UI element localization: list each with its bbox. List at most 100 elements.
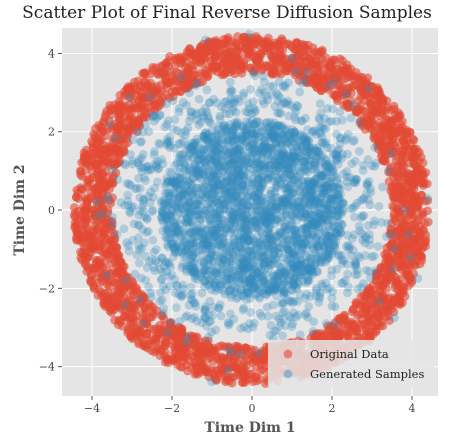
point-original <box>333 64 342 74</box>
point-original <box>338 313 348 323</box>
point-original <box>262 46 271 55</box>
point-generated <box>163 328 173 337</box>
point-generated <box>302 68 312 78</box>
point-original <box>417 255 427 265</box>
point-generated <box>341 89 351 99</box>
point-generated <box>268 300 278 310</box>
point-generated <box>365 200 375 210</box>
point-generated <box>225 77 235 87</box>
point-original <box>114 315 124 325</box>
point-generated <box>169 252 178 261</box>
point-generated <box>400 205 410 215</box>
point-original <box>232 45 242 55</box>
point-original <box>73 226 83 236</box>
point-generated <box>406 252 415 262</box>
point-generated <box>206 118 216 128</box>
point-generated <box>358 211 367 221</box>
chart-title: Scatter Plot of Final Reverse Diffusion … <box>22 3 432 23</box>
point-generated <box>363 221 373 230</box>
point-original <box>180 353 190 363</box>
point-original <box>237 366 247 376</box>
point-generated <box>330 302 340 312</box>
point-generated <box>342 259 352 269</box>
point-original <box>133 76 143 86</box>
point-original <box>76 237 86 247</box>
point-original <box>412 217 422 226</box>
point-generated <box>111 133 120 143</box>
point-generated <box>120 300 130 310</box>
point-original <box>383 102 392 112</box>
point-original <box>267 68 277 78</box>
point-original <box>72 185 82 195</box>
point-original <box>176 52 186 62</box>
point-generated <box>122 238 131 248</box>
point-original <box>351 323 360 333</box>
point-original <box>389 296 399 306</box>
point-original <box>100 223 110 233</box>
point-generated <box>149 247 159 257</box>
point-generated <box>378 182 387 192</box>
point-original <box>101 110 111 120</box>
point-original <box>125 105 135 114</box>
point-original <box>223 60 233 70</box>
point-generated <box>302 290 312 299</box>
point-generated <box>181 312 190 322</box>
point-generated <box>125 93 134 102</box>
point-original <box>422 179 432 189</box>
point-generated <box>102 192 112 201</box>
point-original <box>148 82 158 92</box>
point-original <box>185 51 195 61</box>
point-generated <box>327 293 337 303</box>
point-generated <box>138 319 148 328</box>
point-original <box>195 363 205 373</box>
point-original <box>363 73 373 83</box>
point-original <box>238 378 247 388</box>
point-generated <box>383 218 393 228</box>
point-original <box>390 179 400 189</box>
point-generated <box>92 197 102 207</box>
point-generated <box>133 220 143 230</box>
point-generated <box>246 307 256 317</box>
point-original <box>99 258 109 267</box>
point-generated <box>93 211 103 220</box>
point-original <box>343 72 353 81</box>
point-original <box>380 249 390 259</box>
point-generated <box>321 319 331 328</box>
point-original <box>361 106 370 116</box>
point-original <box>79 152 89 162</box>
point-generated <box>308 327 318 336</box>
point-original <box>334 329 344 339</box>
point-original <box>105 100 115 110</box>
point-original <box>386 256 396 266</box>
point-generated <box>280 321 290 330</box>
point-original <box>414 227 424 237</box>
point-generated <box>413 273 423 283</box>
point-generated <box>315 99 325 109</box>
point-generated <box>389 244 399 254</box>
point-generated <box>248 68 258 78</box>
point-original <box>402 170 412 180</box>
point-original <box>310 56 319 66</box>
point-original <box>139 69 149 78</box>
point-original <box>421 235 431 244</box>
point-generated <box>249 318 259 328</box>
point-generated <box>297 78 307 88</box>
point-original <box>247 369 256 379</box>
point-generated <box>176 72 186 82</box>
point-original <box>167 87 177 97</box>
point-original <box>197 53 207 63</box>
point-original <box>126 318 135 328</box>
point-generated <box>355 118 364 128</box>
point-generated <box>390 313 399 323</box>
point-generated <box>383 166 393 176</box>
point-original <box>121 123 131 133</box>
point-original <box>141 305 151 315</box>
point-original <box>310 76 320 86</box>
point-generated <box>105 119 115 129</box>
point-original <box>423 206 433 216</box>
point-original <box>398 239 408 249</box>
point-original <box>80 211 90 221</box>
point-original <box>196 346 206 356</box>
point-original <box>360 298 369 308</box>
point-original <box>78 202 88 212</box>
